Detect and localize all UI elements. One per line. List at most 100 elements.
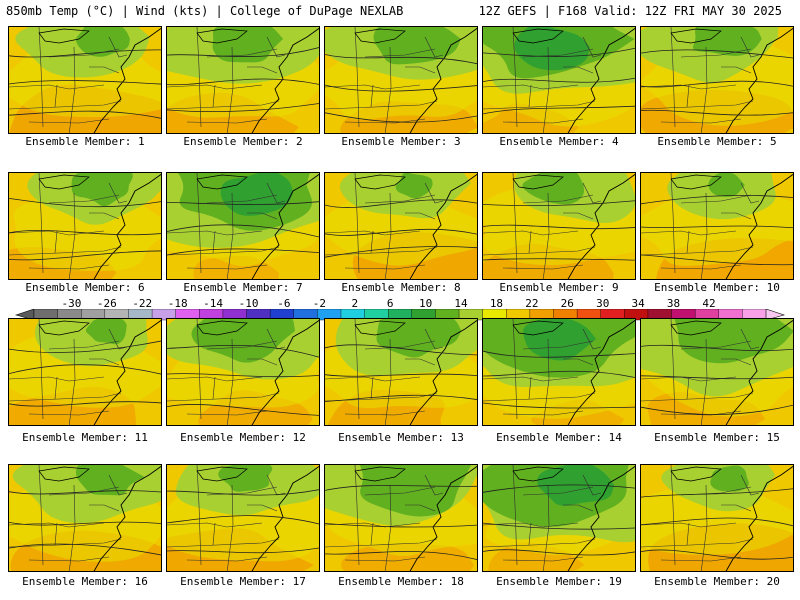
state-boundary <box>512 465 518 566</box>
temperature-field <box>9 465 161 571</box>
ensemble-member-map <box>482 318 636 426</box>
state-boundary <box>167 100 280 110</box>
state-boundary <box>700 46 708 133</box>
state-boundary <box>721 212 752 220</box>
state-boundary <box>700 338 708 425</box>
state-boundary <box>582 182 602 204</box>
ensemble-member-map <box>166 318 320 426</box>
state-boundary <box>167 246 280 256</box>
state-boundary <box>196 465 202 566</box>
state-boundary <box>512 27 518 128</box>
great-lakes <box>38 174 90 190</box>
great-lakes <box>512 466 564 482</box>
isotherm-contour <box>167 224 319 238</box>
ensemble-member-map <box>482 172 636 280</box>
state-boundary <box>325 538 438 548</box>
great-lakes <box>38 466 90 482</box>
scale-tick-label: 22 <box>525 297 539 310</box>
state-boundary <box>528 522 532 546</box>
temperature-field <box>483 465 635 571</box>
isotherm-contour <box>325 54 477 65</box>
state-boundary <box>28 556 110 562</box>
ensemble-member-label: Ensemble Member: 6 <box>25 281 145 294</box>
isotherm-contour <box>641 109 793 116</box>
coastline <box>725 173 793 279</box>
coastline <box>409 27 477 133</box>
great-lakes <box>354 28 406 44</box>
state-boundary <box>384 338 392 425</box>
state-boundary <box>344 410 426 416</box>
color-scale: -30 -26 -22 -18 -14 -10 -6 -2 2 6 10 14 18 22 26 30 34 38… <box>0 297 800 321</box>
isotherm-contour <box>641 375 793 380</box>
state-boundary <box>660 410 742 416</box>
state-boundary <box>325 376 421 382</box>
isotherm-contour <box>325 373 477 377</box>
state-boundary <box>28 264 110 270</box>
ensemble-member-map <box>482 26 636 134</box>
ensemble-member-label: Ensemble Member: 15 <box>654 431 780 444</box>
ensemble-member-map <box>166 172 320 280</box>
state-boundary <box>89 66 120 74</box>
state-boundary <box>483 230 579 236</box>
isotherm-contour <box>9 80 161 85</box>
state-boundary <box>483 376 579 382</box>
ensemble-member-label: Ensemble Member: 19 <box>496 575 622 588</box>
state-boundary <box>38 173 44 274</box>
state-boundary <box>542 338 550 425</box>
state-boundary <box>502 264 584 270</box>
state-boundary <box>740 328 760 350</box>
green-region <box>692 27 762 56</box>
state-boundary <box>212 84 216 108</box>
isotherm-contour <box>9 364 161 375</box>
state-boundary <box>542 46 550 133</box>
state-boundary <box>167 522 263 528</box>
state-boundary <box>206 486 278 496</box>
temperature-field <box>483 27 635 133</box>
state-boundary <box>502 410 584 416</box>
great-lakes <box>512 320 564 336</box>
state-boundary <box>344 118 426 124</box>
temperature-field <box>167 465 319 571</box>
state-boundary <box>641 230 737 236</box>
coastline <box>93 173 161 279</box>
state-boundary <box>68 484 76 571</box>
isotherm-contour <box>9 198 161 208</box>
state-boundary <box>670 27 676 128</box>
scale-tick-label: 18 <box>489 297 504 310</box>
state-boundary <box>108 36 128 58</box>
scale-tick-label: -22 <box>132 297 153 310</box>
state-boundary <box>54 522 58 546</box>
great-lakes <box>38 320 90 336</box>
state-boundary <box>641 538 754 548</box>
state-boundary <box>9 100 122 110</box>
state-boundary <box>247 358 278 366</box>
state-boundary <box>108 474 128 496</box>
isotherm-contour <box>167 248 319 256</box>
state-boundary <box>512 173 518 274</box>
temperature-field <box>325 465 477 571</box>
isotherm-contour <box>9 543 161 556</box>
isotherm-contour <box>167 373 319 378</box>
state-boundary <box>370 376 374 400</box>
temperature-field <box>641 27 793 133</box>
coastline <box>567 319 635 425</box>
scale-tick-label: -14 <box>203 297 224 310</box>
isotherm-contour <box>9 490 161 495</box>
isotherm-contour <box>9 229 161 236</box>
state-boundary <box>700 192 708 279</box>
state-boundary <box>563 504 594 512</box>
state-boundary <box>354 173 360 274</box>
state-boundary <box>680 48 752 58</box>
state-boundary <box>167 230 263 236</box>
state-boundary <box>641 392 754 402</box>
isotherm-contour <box>325 344 477 356</box>
scale-tick-label: -26 <box>96 297 117 310</box>
ensemble-member-label: Ensemble Member: 5 <box>657 135 777 148</box>
ensemble-member-map <box>8 464 162 572</box>
state-boundary <box>686 230 690 254</box>
state-boundary <box>48 48 120 58</box>
state-boundary <box>364 48 436 58</box>
state-boundary <box>641 522 737 528</box>
state-boundary <box>483 100 596 110</box>
state-boundary <box>582 474 602 496</box>
